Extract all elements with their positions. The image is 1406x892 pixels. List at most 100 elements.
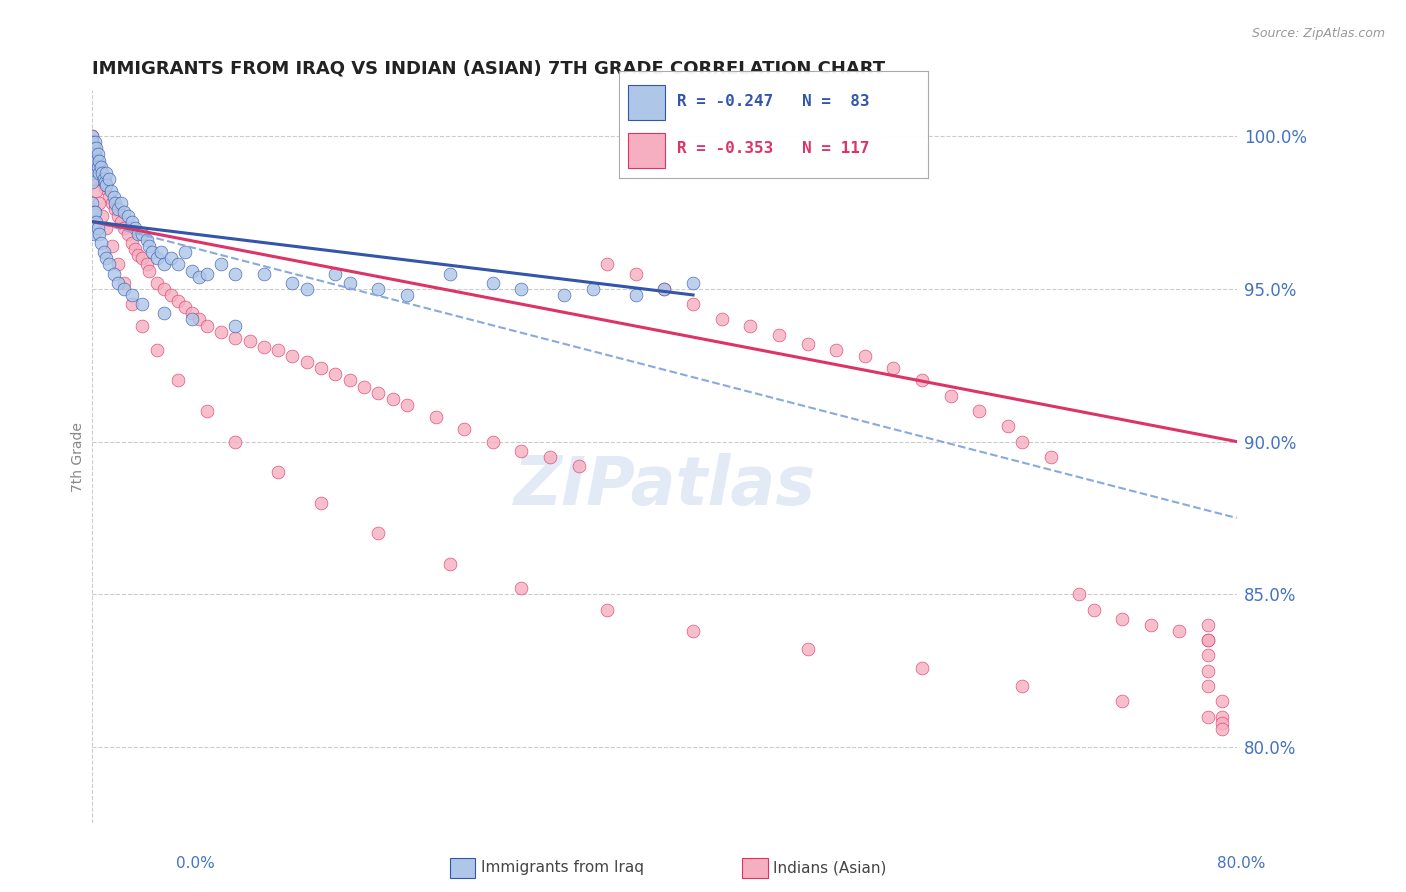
Point	[86, 141, 108, 155]
Point	[83, 151, 105, 165]
Point	[267, 465, 290, 479]
Point	[84, 172, 107, 186]
Point	[89, 153, 111, 168]
Point	[82, 160, 104, 174]
Point	[112, 276, 135, 290]
Point	[121, 214, 143, 228]
Point	[117, 227, 139, 241]
Point	[90, 160, 112, 174]
Point	[98, 257, 121, 271]
Text: Indians (Asian): Indians (Asian)	[773, 861, 887, 875]
Point	[112, 205, 135, 219]
Point	[309, 361, 332, 376]
Point	[353, 379, 375, 393]
Point	[510, 443, 533, 458]
Point	[124, 242, 146, 256]
Point	[1083, 602, 1105, 616]
Point	[195, 267, 218, 281]
Point	[93, 245, 115, 260]
Point	[309, 496, 332, 510]
Point	[82, 129, 104, 144]
Point	[89, 166, 111, 180]
Point	[768, 327, 790, 342]
Point	[135, 233, 157, 247]
Point	[853, 349, 876, 363]
Point	[138, 263, 160, 277]
Point	[395, 398, 418, 412]
Point	[1197, 633, 1219, 648]
Point	[96, 178, 118, 192]
Point	[224, 267, 246, 281]
Point	[82, 135, 104, 149]
Point	[181, 312, 204, 326]
Point	[1197, 664, 1219, 678]
Point	[82, 196, 104, 211]
Point	[1039, 450, 1062, 464]
Point	[145, 343, 167, 357]
Point	[90, 235, 112, 250]
Point	[439, 557, 461, 571]
Point	[188, 269, 211, 284]
Point	[87, 220, 110, 235]
Point	[174, 300, 197, 314]
Point	[481, 434, 503, 449]
Point	[209, 257, 232, 271]
Point	[82, 153, 104, 168]
Point	[367, 526, 389, 541]
Point	[93, 172, 115, 186]
Point	[596, 257, 619, 271]
Point	[181, 263, 204, 277]
Point	[103, 190, 125, 204]
Point	[281, 349, 304, 363]
Point	[682, 297, 704, 311]
Point	[209, 325, 232, 339]
Text: Immigrants from Iraq: Immigrants from Iraq	[481, 861, 644, 875]
Point	[624, 288, 647, 302]
Point	[145, 252, 167, 266]
Point	[107, 276, 129, 290]
Point	[82, 147, 104, 161]
Point	[96, 220, 118, 235]
Point	[87, 162, 110, 177]
Point	[510, 581, 533, 595]
Point	[339, 374, 361, 388]
Point	[91, 209, 114, 223]
Point	[90, 169, 112, 183]
Point	[1069, 587, 1091, 601]
Point	[167, 257, 190, 271]
Point	[174, 245, 197, 260]
Point	[82, 147, 104, 161]
Point	[1197, 618, 1219, 632]
Text: IMMIGRANTS FROM IRAQ VS INDIAN (ASIAN) 7TH GRADE CORRELATION CHART: IMMIGRANTS FROM IRAQ VS INDIAN (ASIAN) 7…	[93, 60, 886, 78]
Point	[110, 196, 132, 211]
Point	[997, 419, 1019, 434]
Point	[84, 135, 107, 149]
Text: Source: ZipAtlas.com: Source: ZipAtlas.com	[1251, 27, 1385, 40]
Point	[82, 129, 104, 144]
Point	[82, 141, 104, 155]
Point	[682, 624, 704, 638]
Point	[84, 205, 107, 219]
Point	[624, 267, 647, 281]
Point	[82, 160, 104, 174]
Point	[83, 227, 105, 241]
Point	[439, 267, 461, 281]
Point	[238, 334, 260, 348]
Point	[796, 642, 818, 657]
Point	[939, 389, 962, 403]
Point	[82, 153, 104, 168]
Point	[1197, 679, 1219, 693]
Point	[152, 306, 174, 320]
Point	[152, 257, 174, 271]
Point	[91, 166, 114, 180]
Point	[381, 392, 404, 406]
Point	[882, 361, 904, 376]
Point	[124, 220, 146, 235]
Point	[82, 166, 104, 180]
Point	[83, 138, 105, 153]
Point	[131, 297, 153, 311]
Point	[911, 374, 934, 388]
Point	[553, 288, 575, 302]
Point	[86, 153, 108, 168]
Point	[131, 318, 153, 333]
